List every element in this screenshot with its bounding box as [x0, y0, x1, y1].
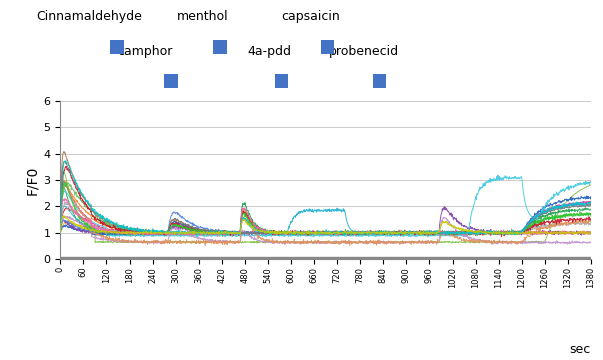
Text: probenecid: probenecid	[329, 45, 399, 58]
Y-axis label: F/F0: F/F0	[25, 165, 39, 195]
Text: menthol: menthol	[177, 10, 229, 23]
Bar	[60, 257, 591, 263]
Text: sec: sec	[570, 343, 591, 356]
Text: 4a-pdd: 4a-pdd	[248, 45, 292, 58]
Text: capsaicin: capsaicin	[281, 10, 339, 23]
Text: camphor: camphor	[117, 45, 172, 58]
Text: Cinnamaldehyde: Cinnamaldehyde	[36, 10, 142, 23]
